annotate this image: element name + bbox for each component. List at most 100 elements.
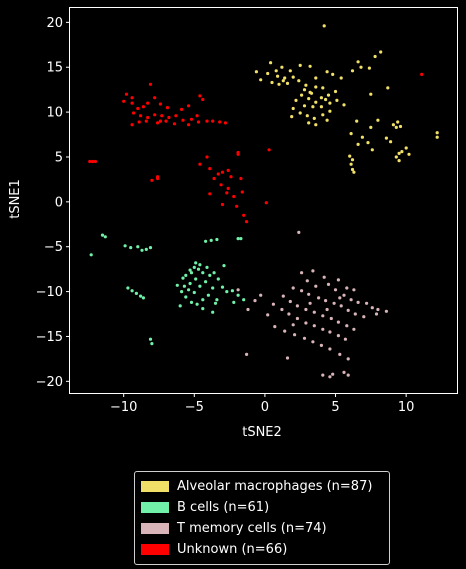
legend-swatch [141, 523, 169, 534]
data-point [156, 176, 160, 181]
data-point [216, 172, 220, 176]
y-tick-label: 5 [55, 150, 63, 165]
data-point [314, 284, 318, 288]
data-point [356, 142, 360, 146]
data-point [144, 247, 148, 251]
data-point [180, 290, 184, 294]
data-point [370, 148, 374, 152]
legend-item: T memory cells (n=74) [139, 518, 383, 539]
data-point [141, 296, 145, 300]
data-point [314, 123, 318, 127]
data-point [277, 82, 281, 86]
data-point [322, 275, 326, 279]
data-point [130, 101, 134, 105]
data-point [324, 299, 328, 303]
data-point [204, 280, 208, 284]
data-point [146, 115, 150, 120]
data-point [215, 298, 219, 302]
data-point [188, 281, 192, 286]
data-point [352, 327, 356, 331]
data-point [350, 167, 355, 172]
data-point [376, 118, 380, 122]
data-point [172, 122, 177, 126]
data-point [148, 337, 153, 341]
data-point [360, 135, 364, 139]
data-point [239, 176, 243, 181]
data-point [254, 70, 258, 74]
data-point [352, 170, 356, 174]
data-point [283, 76, 287, 80]
data-point [285, 356, 290, 360]
data-point [184, 273, 188, 277]
data-point [174, 114, 178, 118]
data-point [103, 235, 107, 239]
data-point [281, 294, 285, 298]
data-point [302, 88, 307, 92]
data-point [194, 261, 198, 265]
data-point [222, 264, 226, 268]
data-point [420, 72, 424, 76]
data-point [367, 66, 371, 70]
data-point [394, 155, 398, 159]
data-point [259, 293, 263, 297]
data-point [201, 307, 205, 311]
data-point [297, 230, 301, 234]
data-point [326, 93, 331, 97]
data-point [226, 168, 230, 172]
data-point [100, 233, 105, 237]
data-point [400, 150, 404, 154]
data-point [307, 292, 311, 296]
data-point [319, 96, 323, 100]
data-point [201, 97, 205, 102]
data-point [343, 337, 347, 341]
data-point [298, 111, 302, 115]
data-point [232, 194, 236, 199]
data-point [236, 293, 240, 297]
y-axis-ticks: −20 −15 −10 −5 0 5 10 15 20 [36, 16, 70, 390]
data-point [136, 245, 140, 249]
data-point [266, 71, 270, 76]
data-point [239, 237, 243, 241]
data-point [232, 300, 236, 304]
data-point [187, 104, 191, 108]
data-point [397, 159, 401, 163]
data-point [369, 92, 373, 96]
data-point [229, 175, 233, 179]
data-point [274, 69, 278, 73]
data-point [335, 98, 339, 102]
data-point [384, 309, 388, 313]
data-point [201, 271, 205, 275]
data-point [150, 178, 154, 182]
data-point [314, 76, 318, 80]
data-point [342, 293, 346, 297]
data-point [293, 333, 297, 337]
plot-frame [69, 7, 458, 394]
data-point [346, 357, 350, 361]
data-point [384, 136, 388, 140]
data-point [192, 290, 196, 295]
legend-swatch [141, 502, 169, 513]
data-point [211, 310, 215, 314]
data-point [235, 204, 239, 208]
data-point [300, 289, 304, 293]
data-point [365, 301, 369, 305]
y-tick-label: 15 [46, 61, 63, 76]
data-point [362, 315, 366, 319]
data-point [158, 102, 162, 106]
data-point [253, 299, 257, 303]
data-point [321, 113, 325, 117]
data-point [311, 269, 315, 273]
data-point [150, 342, 154, 346]
data-point [295, 304, 299, 308]
data-point [212, 176, 216, 181]
data-point [187, 288, 191, 292]
x-tick-label: 0 [261, 400, 269, 415]
y-tick-label: −5 [44, 240, 63, 255]
data-point [259, 78, 263, 82]
data-point [198, 162, 202, 166]
legend-swatch [141, 544, 169, 555]
data-point [300, 93, 304, 97]
data-point [407, 152, 411, 156]
data-point [305, 279, 309, 283]
data-point [188, 268, 192, 272]
